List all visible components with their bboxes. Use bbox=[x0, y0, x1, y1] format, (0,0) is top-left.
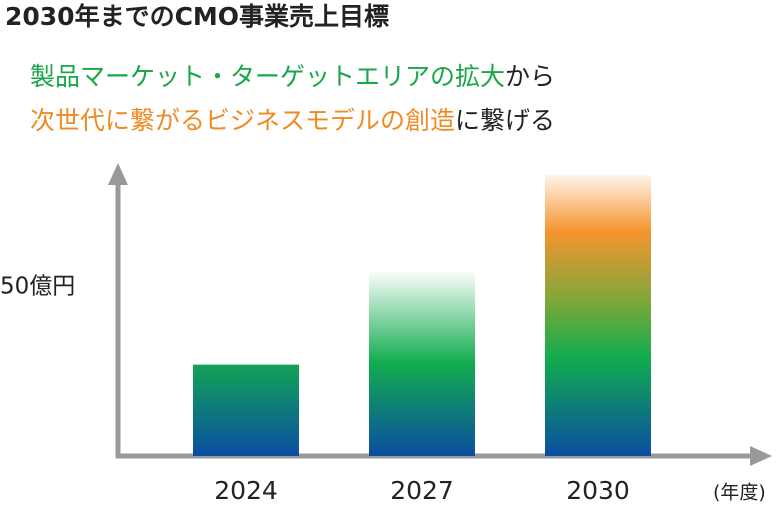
x-tick-label: 2030 bbox=[566, 476, 630, 505]
bar bbox=[193, 364, 299, 456]
subtitle-segment: 次世代に繋がるビジネスモデルの創造 bbox=[30, 106, 455, 135]
subtitle-line: 製品マーケット・ターゲットエリアの拡大から bbox=[30, 62, 555, 91]
subtitle-segment: 製品マーケット・ターゲットエリアの拡大 bbox=[30, 62, 505, 91]
x-axis-label: (年度) bbox=[713, 482, 766, 504]
bar bbox=[545, 175, 651, 456]
subtitle: 製品マーケット・ターゲットエリアの拡大から次世代に繋がるビジネスモデルの創造に繋… bbox=[30, 62, 555, 135]
y-tick-label: 50億円 bbox=[0, 273, 75, 299]
x-axis-arrow bbox=[750, 446, 772, 466]
x-tick-label: 2027 bbox=[390, 476, 454, 505]
subtitle-segment: から bbox=[505, 62, 555, 91]
subtitle-segment: に繋げる bbox=[455, 106, 555, 135]
bar bbox=[369, 269, 475, 456]
x-tick-label: 2024 bbox=[214, 476, 278, 505]
chart-title: 2030年までのCMO事業売上目標 bbox=[5, 2, 389, 31]
subtitle-line: 次世代に繋がるビジネスモデルの創造に繋げる bbox=[30, 106, 555, 135]
y-axis-arrow bbox=[108, 163, 128, 185]
